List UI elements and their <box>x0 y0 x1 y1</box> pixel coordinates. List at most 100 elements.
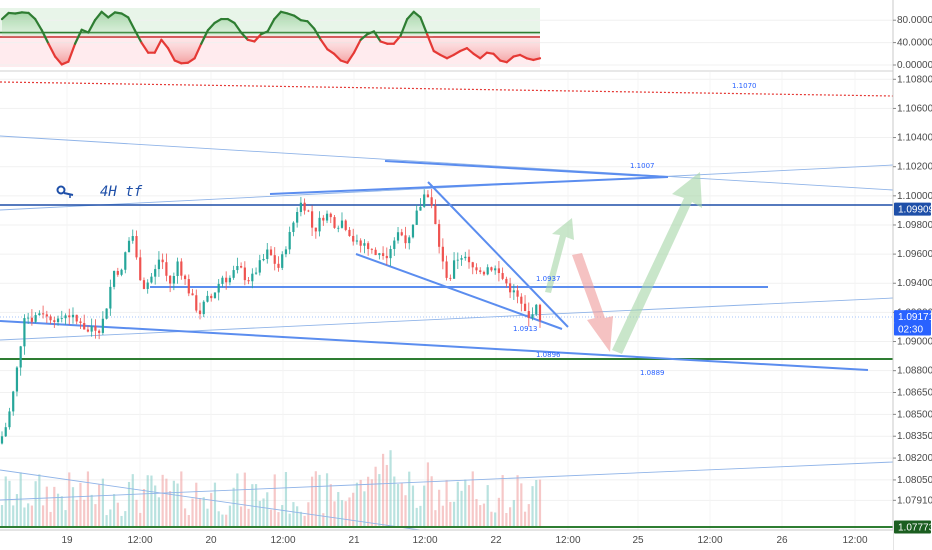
candle-body <box>27 317 30 319</box>
volume-bar <box>479 505 482 528</box>
price-tick-label: 1.10200 <box>897 162 932 173</box>
volume-bar <box>531 486 534 528</box>
candle-body <box>531 314 534 318</box>
candle-body <box>434 205 437 225</box>
candle-body <box>396 232 400 241</box>
candle-body <box>191 293 194 296</box>
candle-body <box>0 436 4 444</box>
time-tick-label: 12:00 <box>697 535 722 546</box>
oscillator-line-segment <box>173 59 183 65</box>
oscillator-line-segment <box>213 17 223 25</box>
price-tag-label: 1.07773 <box>898 523 932 534</box>
oscillator-line-segment <box>445 53 455 60</box>
volume-bar <box>172 480 175 528</box>
volume-bar <box>198 498 202 528</box>
oscillator-line-segment <box>40 29 50 45</box>
volume-bar <box>124 511 127 528</box>
time-tick-label: 22 <box>490 535 502 546</box>
resistance-dotted-line <box>0 81 894 97</box>
volume-bar <box>187 515 190 528</box>
oscillator-pane <box>0 8 893 67</box>
candle-body <box>296 211 299 223</box>
oscillator-overbought-fill <box>2 11 540 38</box>
candle-body <box>367 243 370 249</box>
candle-body <box>452 260 456 279</box>
volume-bar <box>348 497 351 528</box>
volume-bar <box>322 513 325 528</box>
oscillator-line-segment <box>293 14 302 22</box>
volume-bar <box>538 479 542 528</box>
price-tick-label: 1.10800 <box>897 74 932 85</box>
oscillator-line-segment <box>352 38 362 54</box>
volume-bar <box>307 502 310 528</box>
volume-bar <box>467 485 471 528</box>
candle-body <box>471 262 474 268</box>
volume-bar <box>27 503 30 528</box>
oscillator-line-segment <box>505 55 515 64</box>
price-axis-bg[interactable] <box>893 0 932 550</box>
candle-body <box>445 261 448 278</box>
oscillator-line-segment <box>266 17 276 33</box>
candle-body <box>154 269 157 277</box>
volume-bar <box>292 502 295 528</box>
candle-body <box>523 303 527 312</box>
oscillator-line-segment <box>80 28 90 34</box>
wedge-upper-line <box>427 181 569 328</box>
volume-bar <box>49 511 52 528</box>
candle-body <box>112 270 116 287</box>
volume-bar <box>183 508 187 528</box>
time-tick-label: 12:00 <box>270 535 295 546</box>
candle-body <box>198 310 202 315</box>
candle-body <box>172 276 175 284</box>
oscillator-line-segment <box>193 42 203 60</box>
oscillator-line-segment <box>0 11 10 21</box>
candle-body <box>460 258 463 260</box>
candle-body <box>258 260 261 273</box>
candle-body <box>337 227 340 229</box>
oscillator-line-segment <box>492 52 502 62</box>
candle-body <box>94 326 97 331</box>
candle-body <box>520 296 523 304</box>
price-tick-label: 1.09400 <box>897 278 932 289</box>
price-tick-label: 1.10600 <box>897 103 932 114</box>
volume-bar <box>254 484 258 528</box>
time-axis-bg[interactable] <box>0 530 893 550</box>
candle-body <box>310 211 314 228</box>
oscillator-line-segment <box>518 53 528 60</box>
volume-bar <box>161 474 164 528</box>
volume-bar <box>165 478 168 528</box>
candle-body <box>68 315 71 318</box>
candle-body <box>60 318 63 319</box>
volume-bar <box>262 498 265 528</box>
candle-body <box>314 227 317 232</box>
volume-bar <box>359 479 362 528</box>
candle-body <box>292 222 295 232</box>
candle-body <box>385 255 388 259</box>
volume-bar <box>482 503 486 528</box>
candle-body <box>101 318 104 333</box>
volume-bar <box>34 481 37 528</box>
oscillator-line-segment <box>472 52 482 60</box>
oscillator-line-segment <box>372 30 382 43</box>
candle-body <box>497 268 501 274</box>
volume-bar <box>419 505 422 528</box>
volume-bar <box>340 500 344 528</box>
candle-body <box>322 217 325 221</box>
price-tick-label: 1.09600 <box>897 249 932 260</box>
oscillator-line-segment <box>226 17 236 25</box>
volume-bar <box>139 512 142 528</box>
long-trendline-lower <box>0 297 894 341</box>
volume-bar <box>45 486 48 528</box>
oscillator-line-segment <box>286 12 296 17</box>
candle-body <box>456 259 459 261</box>
volume-bar <box>299 511 302 528</box>
volume-bar <box>389 450 392 528</box>
price-tag-bg <box>894 202 931 216</box>
volume-bar <box>120 515 123 528</box>
oscillator-line-segment <box>133 29 143 44</box>
oscillator-line-segment <box>127 16 136 32</box>
candle-body <box>509 283 512 293</box>
oscillator-line-segment <box>319 38 329 51</box>
level-label: 1.1070 <box>732 82 757 90</box>
